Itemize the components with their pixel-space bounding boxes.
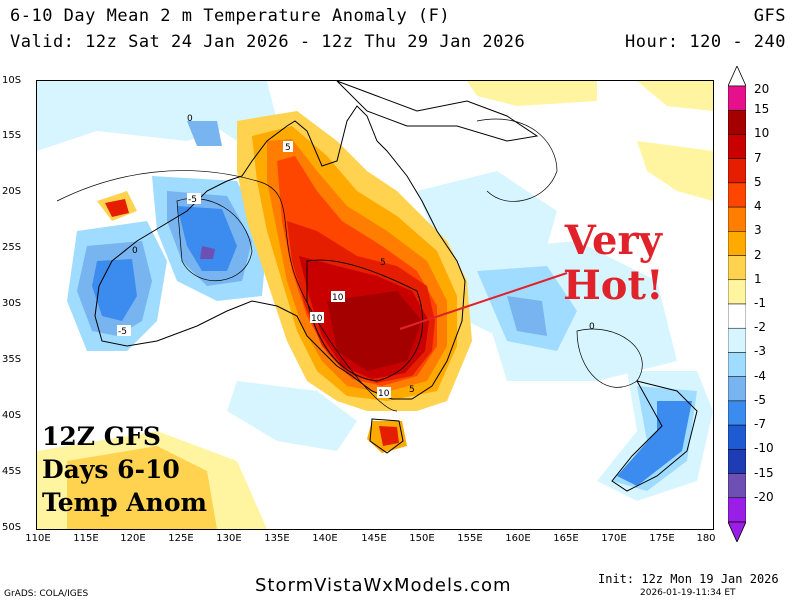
legend-label: -4 [754, 368, 766, 383]
legend-swatch [728, 352, 746, 377]
lat-label: 10S [2, 75, 22, 86]
callout-line: Hot! [563, 262, 664, 309]
contour-label: -5 [188, 195, 197, 205]
legend-label: -20 [754, 489, 774, 504]
legend-label: -10 [754, 441, 774, 456]
legend-label: 15 [754, 102, 770, 117]
contour-label: 10 [332, 293, 344, 303]
legend-swatch [728, 376, 746, 402]
legend-swatch [728, 182, 746, 208]
lon-label: 150E [409, 533, 435, 544]
contour-label: 10 [378, 389, 390, 399]
lon-label: 155E [457, 533, 483, 544]
lat-label: 35S [2, 354, 22, 365]
legend-label: 1 [754, 271, 762, 286]
lat-label: 45S [2, 466, 22, 477]
valid-period: Valid: 12z Sat 24 Jan 2026 - 12z Thu 29 … [10, 32, 526, 52]
legend-label: 5 [754, 174, 762, 189]
lon-label: 135E [264, 533, 290, 544]
legend-label: 20 [754, 82, 770, 96]
color-legend [728, 66, 746, 542]
legend-label: 10 [754, 126, 770, 141]
contour-label: 5 [380, 258, 386, 268]
lon-label: 165E [553, 533, 579, 544]
legend-swatch [728, 109, 746, 135]
annotation-line: Days 6-10 [42, 455, 180, 484]
init-time: Init: 12z Mon 19 Jan 2026 [598, 572, 779, 586]
legend-label: -2 [754, 320, 766, 335]
legend-swatch [728, 279, 746, 305]
lon-label: 115E [73, 533, 99, 544]
legend-label: -3 [754, 344, 766, 359]
contour-label: 0 [589, 322, 595, 332]
contour-label: 10 [311, 314, 323, 324]
legend-label: -5 [754, 392, 766, 407]
annotation-line: Temp Anom [42, 488, 207, 517]
legend-top-arrow [728, 66, 746, 87]
lon-label: 125E [168, 533, 194, 544]
legend-swatch [728, 497, 746, 523]
forecast-hours: Hour: 120 - 240 [624, 32, 786, 52]
legend-swatch [728, 327, 746, 353]
legend-swatch [728, 85, 746, 111]
legend-label: -1 [754, 296, 766, 310]
lon-label: 120E [120, 533, 146, 544]
legend-swatch [728, 158, 746, 184]
lon-label: 175E [649, 533, 675, 544]
anomaly-field: 5 -5 0 0 -5 5 10 10 10 5 0 [37, 81, 713, 529]
legend-swatch [728, 303, 746, 329]
legend-bottom-arrow [728, 521, 746, 542]
legend-swatch [728, 400, 746, 426]
lon-label: 145E [361, 533, 387, 544]
contour-label: -5 [118, 327, 127, 337]
contour-label: 5 [409, 385, 415, 395]
lat-label: 40S [2, 410, 22, 421]
very-hot-callout: Very Hot! [563, 218, 664, 308]
legend-swatch [728, 424, 746, 450]
legend-swatch [728, 134, 746, 159]
legend-label: 2 [754, 247, 762, 262]
lat-label: 30S [2, 298, 22, 309]
legend-label: 3 [754, 223, 762, 238]
legend-label: -7 [754, 417, 766, 432]
model-name: GFS [753, 6, 786, 26]
legend-label: 7 [754, 150, 762, 165]
anomaly-map: 5 -5 0 0 -5 5 10 10 10 5 0 [36, 80, 714, 530]
contour-label: 0 [132, 246, 138, 256]
lat-label: 25S [2, 242, 22, 253]
lat-label: 15S [2, 130, 22, 141]
legend-swatch [728, 473, 746, 499]
legend-swatch [728, 449, 746, 474]
lat-label: 20S [2, 186, 22, 197]
callout-line: Very [564, 217, 662, 264]
lon-label: 110E [25, 533, 51, 544]
lon-label: 170E [601, 533, 627, 544]
annotation-line: 12Z GFS [42, 422, 161, 451]
graphics-source: GrADS: COLA/IGES [4, 589, 89, 599]
map-title: 6-10 Day Mean 2 m Temperature Anomaly (F… [10, 6, 451, 26]
legend-swatch [728, 206, 746, 232]
legend-label: -15 [754, 465, 774, 480]
timestamp: 2026-01-19-11:34 ET [640, 588, 736, 598]
lat-label: 50S [2, 522, 22, 533]
lon-label: 140E [312, 533, 338, 544]
site-name: StormVistaWxModels.com [255, 575, 512, 596]
legend-swatch [728, 255, 746, 281]
lon-label: 160E [505, 533, 531, 544]
model-run-annotation: 12Z GFS Days 6-10 Temp Anom [42, 420, 207, 519]
contour-label: 0 [187, 114, 193, 124]
contour-label: 5 [285, 143, 291, 153]
callout-arrow [399, 272, 568, 330]
legend-swatch [728, 231, 746, 256]
legend-label: 4 [754, 199, 762, 214]
lon-label: 180 [696, 533, 716, 544]
lon-label: 130E [216, 533, 242, 544]
